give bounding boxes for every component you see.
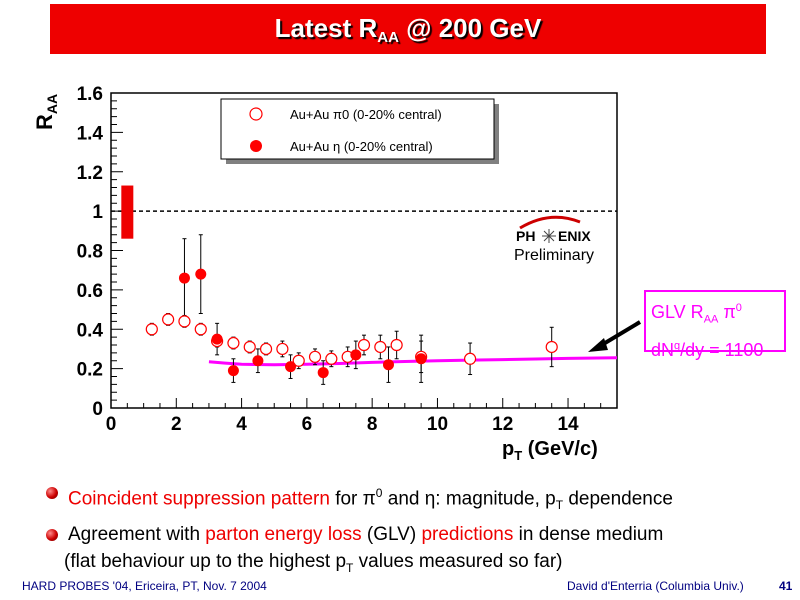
bullet-icon bbox=[46, 487, 58, 499]
tick-labels: 0 2 4 6 8 10 12 14 0 0.2 0.4 0.6 0.8 1 1.2 1.4 1.6 bbox=[77, 84, 579, 435]
title-bar: Latest RAA @ 200 GeV bbox=[50, 4, 766, 54]
pi0-point bbox=[259, 342, 273, 356]
y-tick-label: 1.2 bbox=[77, 163, 103, 184]
pi0-point bbox=[145, 323, 158, 336]
pi0-point bbox=[292, 354, 305, 367]
pi0-point bbox=[243, 340, 256, 354]
y-axis-label: RAA bbox=[32, 94, 60, 130]
bullet-item-2: Agreement with parton energy loss (GLV) … bbox=[46, 520, 786, 550]
x-tick-label: 6 bbox=[302, 414, 313, 435]
y-tick-label: 1.4 bbox=[77, 123, 104, 144]
eta-point bbox=[227, 365, 239, 377]
eta-point bbox=[195, 268, 207, 280]
phenix-logo-text-left: PH bbox=[516, 228, 535, 244]
eta-point bbox=[350, 349, 362, 361]
y-tick-label: 1 bbox=[92, 202, 103, 223]
pi0-point bbox=[325, 352, 338, 365]
x-tick-label: 4 bbox=[236, 414, 247, 435]
y-tick-label: 1.6 bbox=[77, 84, 103, 105]
x-tick-label: 0 bbox=[106, 414, 117, 435]
glv-theory-curve bbox=[208, 356, 618, 367]
pi0-point bbox=[545, 340, 558, 354]
legend-filled-marker bbox=[250, 140, 262, 152]
x-axis-label: pT (GeV/c) bbox=[502, 438, 598, 463]
glv-annotation-box: GLV RAA π0 dNg/dy = 1100 bbox=[644, 290, 786, 360]
phenix-logo-text-right: ENIX bbox=[558, 228, 591, 244]
eta-point bbox=[211, 333, 223, 345]
data-markers bbox=[145, 268, 558, 379]
glv-arrowhead bbox=[588, 338, 608, 352]
eta-point bbox=[178, 272, 190, 284]
y-tick-label: 0.8 bbox=[77, 242, 103, 263]
y-tick-label: 0 bbox=[92, 399, 103, 420]
footer-conference: HARD PROBES '04, Ericeira, PT, Nov. 7 20… bbox=[22, 579, 267, 593]
phenix-logo-arc bbox=[519, 215, 581, 230]
pi0-point bbox=[357, 338, 371, 352]
bullet-item-2-continuation: (flat behaviour up to the highest pT val… bbox=[64, 551, 563, 575]
bullet-list: Coincident suppression pattern for π0 an… bbox=[46, 478, 786, 580]
normalization-error-box bbox=[121, 185, 134, 239]
legend-label-pi0: Au+Au π0 (0-20% central) bbox=[290, 107, 442, 122]
eta-point bbox=[317, 367, 329, 379]
x-tick-label: 12 bbox=[492, 414, 513, 435]
x-tick-label: 2 bbox=[171, 414, 182, 435]
legend-open-marker bbox=[249, 107, 263, 121]
y-tick-label: 0.6 bbox=[77, 281, 103, 302]
x-tick-label: 8 bbox=[367, 414, 378, 435]
pi0-point bbox=[194, 323, 207, 336]
y-tick-label: 0.4 bbox=[77, 320, 104, 341]
eta-point bbox=[285, 361, 297, 373]
x-tick-label: 14 bbox=[557, 414, 579, 435]
bullet-icon bbox=[46, 529, 58, 542]
pi0-point bbox=[178, 315, 191, 328]
preliminary-label: Preliminary bbox=[514, 247, 594, 264]
phenix-star-icon bbox=[542, 229, 556, 243]
y-tick-label: 0.2 bbox=[77, 360, 103, 381]
pi0-point bbox=[162, 313, 175, 326]
x-tick-label: 10 bbox=[427, 414, 448, 435]
footer-author: David d'Enterria (Columbia Univ.) bbox=[567, 579, 744, 593]
bullet-item-1: Coincident suppression pattern for π0 an… bbox=[46, 478, 786, 520]
pi0-point bbox=[374, 340, 387, 354]
pi0-point bbox=[463, 352, 477, 365]
legend: Au+Au π0 (0-20% central) Au+Au η (0-20% … bbox=[220, 98, 499, 164]
axis-ticks bbox=[110, 92, 602, 409]
pi0-point bbox=[390, 338, 403, 352]
pi0-point bbox=[276, 342, 289, 356]
legend-label-eta: Au+Au η (0-20% central) bbox=[290, 139, 433, 154]
footer-page-number: 41 bbox=[779, 579, 793, 593]
phenix-logo: PH ENIX Preliminary bbox=[514, 215, 594, 264]
pi0-point bbox=[308, 350, 322, 363]
eta-point bbox=[415, 353, 427, 365]
glv-arrow bbox=[598, 320, 642, 348]
pi0-point bbox=[227, 336, 240, 350]
eta-point bbox=[382, 359, 394, 371]
eta-point bbox=[252, 355, 264, 367]
slide-title: Latest RAA @ 200 GeV bbox=[274, 12, 542, 46]
